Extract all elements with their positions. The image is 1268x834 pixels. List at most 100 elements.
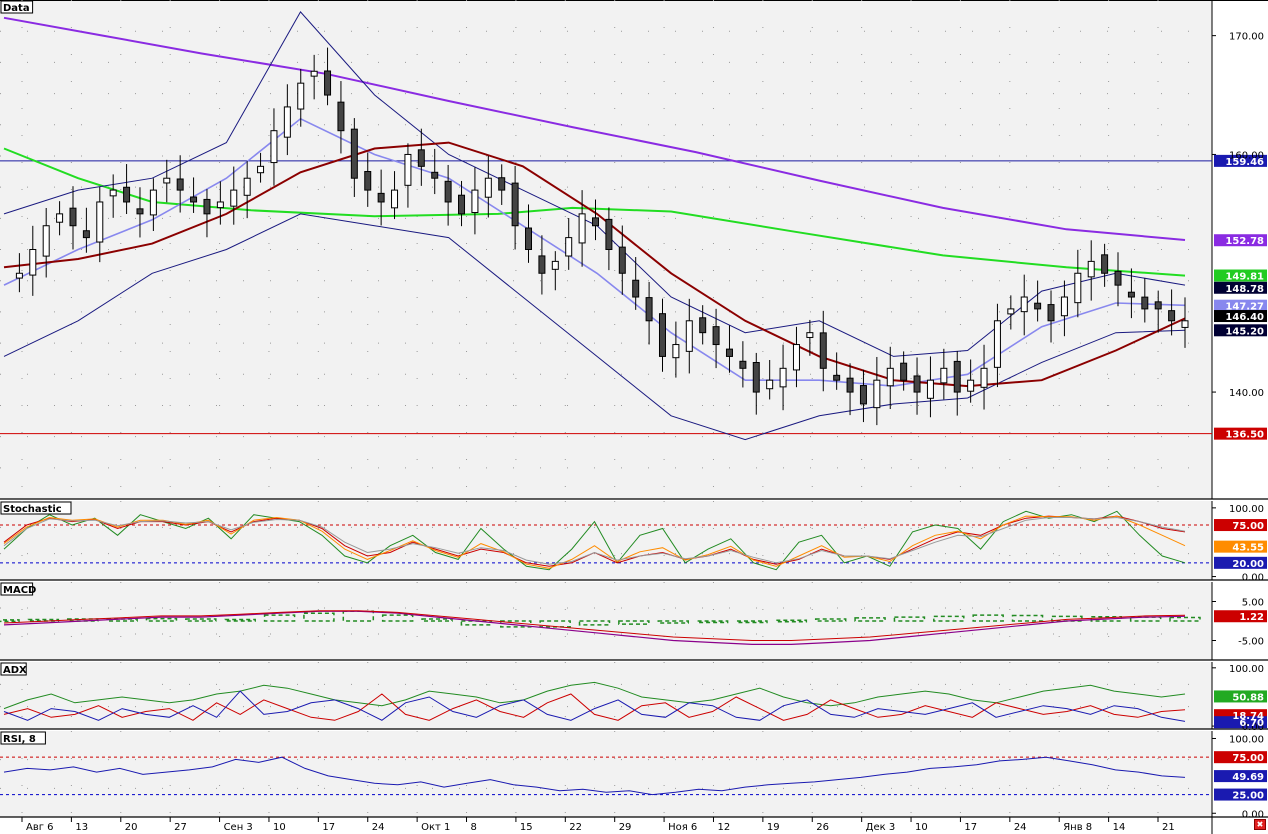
- candle-body: [123, 186, 131, 203]
- value-badge: [1214, 519, 1267, 532]
- indicator-series-line: [3, 690, 1186, 722]
- value-badge-label: 20.00: [1232, 559, 1264, 570]
- macd-hist-bar: [972, 614, 1004, 622]
- candle-body: [1087, 260, 1095, 278]
- value-badge-label: 75.00: [1232, 753, 1264, 764]
- value-badge: [1214, 427, 1267, 440]
- value-badge-label: 6.70: [1239, 718, 1264, 729]
- bollinger-mid-line: [3, 117, 1186, 387]
- panel-title: RSI, 8: [3, 734, 36, 745]
- macd-hist-bar: [500, 620, 532, 628]
- x-tick-label: Ноя 6: [668, 822, 697, 833]
- candle-body: [645, 297, 653, 322]
- value-badge: [1214, 788, 1267, 801]
- x-tick-label: 19: [767, 822, 780, 833]
- indicator-series-line: [3, 693, 1186, 721]
- candle-body: [699, 317, 707, 334]
- value-badge-label: 50.88: [1232, 692, 1264, 703]
- candle-body: [967, 379, 975, 392]
- macd-hist-bar: [814, 618, 847, 622]
- value-badge-label: 146.40: [1225, 312, 1264, 323]
- macd-hist-bar: [1011, 614, 1044, 622]
- candle-body: [846, 377, 854, 393]
- macd-hist-bar: [578, 620, 611, 626]
- close-icon[interactable]: ✖: [1254, 819, 1266, 830]
- candle-body: [444, 180, 452, 203]
- candle-body: [230, 189, 238, 207]
- candle-body: [525, 227, 533, 251]
- indicator-series-line: [3, 756, 1186, 796]
- candle-body: [766, 379, 774, 390]
- macd-hist-bar: [854, 617, 886, 622]
- candle-body: [900, 362, 908, 381]
- value-badge-label: 25.00: [1232, 791, 1264, 802]
- y-tick-label: 160.00: [1229, 150, 1264, 161]
- candle-body: [779, 367, 787, 388]
- candle-body: [511, 182, 519, 227]
- candle-body: [404, 153, 412, 186]
- candle-body: [350, 128, 358, 179]
- y-tick-label: 5.00: [1242, 598, 1264, 609]
- x-tick-label: Янв 8: [1063, 822, 1092, 833]
- candle-body: [243, 177, 251, 196]
- panel-bg-4: [0, 731, 1212, 817]
- candle-body: [565, 237, 573, 257]
- y-tick-label: 100.00: [1229, 664, 1264, 675]
- candle-body: [1034, 302, 1042, 310]
- candle-body: [109, 189, 117, 197]
- y-tick-label: -5.00: [1238, 637, 1264, 648]
- value-badge: [1214, 234, 1267, 247]
- value-badge: [1214, 690, 1267, 703]
- candle-body: [484, 177, 492, 198]
- y-tick-label: 140.00: [1229, 388, 1264, 399]
- candle-body: [136, 208, 144, 215]
- value-badge: [1214, 154, 1267, 167]
- value-badge-label: 136.50: [1225, 430, 1264, 441]
- value-badge-label: 149.81: [1225, 272, 1264, 283]
- x-tick-label: 15: [520, 822, 533, 833]
- candle-body: [1060, 296, 1068, 317]
- y-tick-label: 0.00: [1242, 573, 1264, 584]
- panel-bg-2: [0, 582, 1212, 660]
- candle-body: [551, 260, 559, 270]
- bollinger-lower-line: [3, 213, 1186, 441]
- candle-body: [203, 198, 211, 215]
- candle-body: [391, 189, 399, 209]
- x-tick-label: Окт 1: [421, 822, 450, 833]
- candle-body: [792, 344, 800, 371]
- x-tick-label: 29: [619, 822, 632, 833]
- macd-hist-bar: [421, 618, 453, 622]
- value-badge-label: 43.55: [1232, 543, 1264, 554]
- candle-body: [859, 385, 867, 405]
- candle-body: [752, 362, 760, 393]
- x-tick-label: 8: [471, 822, 477, 833]
- panel-title: ADX: [3, 665, 27, 676]
- macd-hist-bar: [381, 614, 414, 622]
- x-tick-label: 13: [75, 822, 88, 833]
- panel-title: Data: [3, 3, 30, 14]
- candle-body: [42, 225, 50, 257]
- panel-title-box: [0, 582, 34, 596]
- x-tick-label: 14: [1113, 822, 1126, 833]
- panel-bg-1: [0, 501, 1212, 580]
- candle-body: [1074, 272, 1082, 304]
- ma-purple-line: [3, 16, 1186, 241]
- macd-hist-bar: [263, 614, 296, 622]
- candle-body: [471, 189, 479, 214]
- candle-body: [672, 344, 680, 359]
- candle-body: [592, 217, 599, 227]
- x-tick-label: 22: [569, 822, 582, 833]
- candle-body: [297, 82, 305, 110]
- candle-body: [1168, 310, 1176, 322]
- candle-body: [1047, 304, 1055, 322]
- candle-body: [163, 177, 171, 184]
- candle-body: [632, 279, 640, 298]
- candle-body: [96, 201, 104, 243]
- y-tick-label: 170.00: [1229, 32, 1264, 43]
- panel-title: Stochastic: [3, 504, 62, 515]
- candle-body: [431, 171, 439, 179]
- indicator-series-line: [3, 516, 1186, 565]
- x-tick-label: 26: [816, 822, 829, 833]
